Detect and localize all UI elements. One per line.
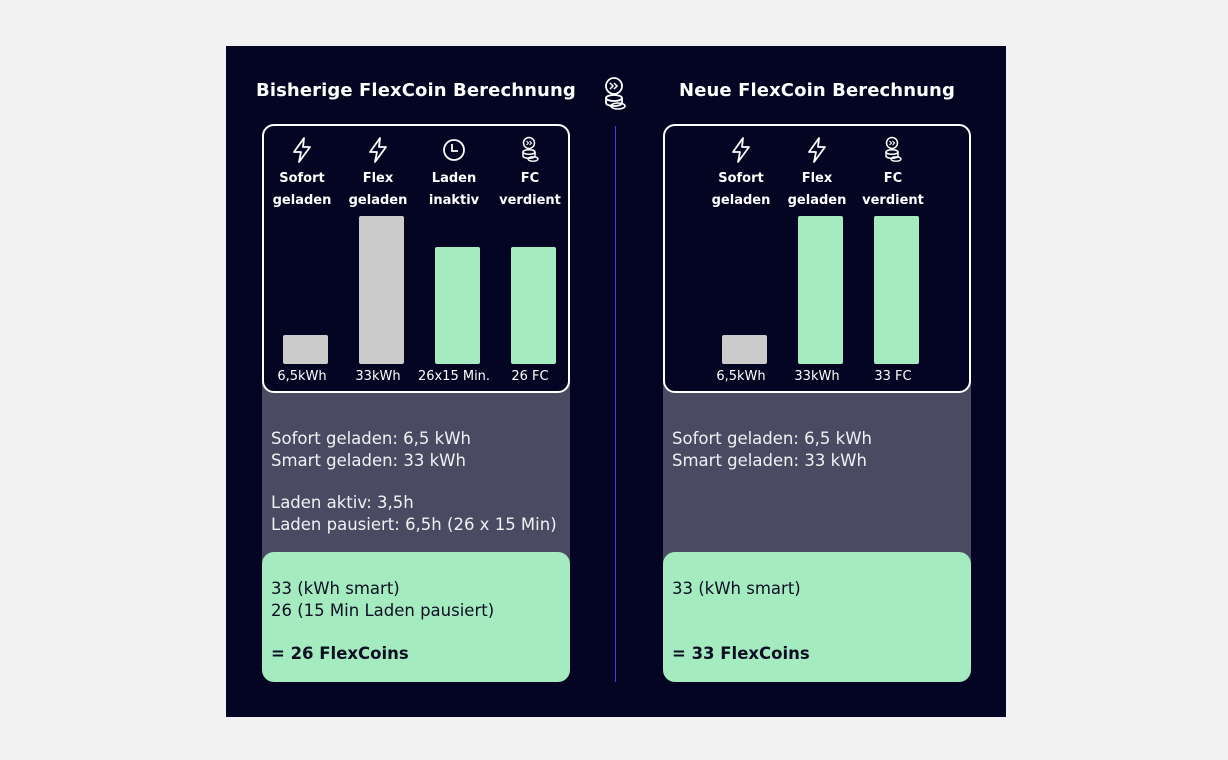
detail-line: Sofort geladen: 6,5 kWh	[271, 429, 471, 448]
value-label: 33 FC	[874, 369, 912, 384]
old-formula-box: 33 (kWh smart) 26 (15 Min Laden pausiert…	[262, 552, 570, 682]
category-label-line: geladen	[711, 193, 771, 208]
new-details-text: Sofort geladen: 6,5 kWh Smart geladen: 3…	[672, 428, 872, 472]
bar	[722, 334, 767, 364]
bar	[511, 247, 556, 364]
lightning-icon	[369, 137, 387, 163]
flexcoin-comparison-panel: Bisherige FlexCoin Berechnung Sofort gel…	[226, 46, 1006, 717]
category-label-line: geladen	[787, 193, 847, 208]
detail-spacer	[271, 472, 557, 492]
category-label-line: Sofort	[718, 171, 764, 186]
category-label: Sofort geladen	[703, 168, 779, 212]
lightning-icon	[808, 137, 826, 163]
value-label: 6,5kWh	[277, 369, 327, 384]
flexcoin-icon	[522, 136, 539, 162]
category-label-line: Laden	[431, 171, 477, 186]
category-label: FC verdient	[855, 168, 931, 212]
column-divider	[615, 126, 616, 682]
new-result: = 33 FlexCoins	[672, 644, 810, 663]
bar	[435, 247, 480, 364]
new-bar-chart: Sofort geladen 6,5kWh Flex geladen 33kWh FC ver…	[663, 124, 971, 393]
category-label-line: geladen	[272, 193, 332, 208]
bar	[874, 216, 919, 364]
new-details-box: Sofort geladen: 6,5 kWh Smart geladen: 3…	[663, 376, 971, 566]
detail-line: Smart geladen: 33 kWh	[271, 451, 466, 470]
bar	[359, 216, 404, 364]
category-label: Flex geladen	[779, 168, 855, 212]
category-label-line: verdient	[862, 193, 924, 208]
detail-line: Sofort geladen: 6,5 kWh	[672, 429, 872, 448]
category-label-line: inaktiv	[428, 193, 480, 208]
new-calculation-title: Neue FlexCoin Berechnung	[679, 80, 955, 101]
old-formula-text: 33 (kWh smart) 26 (15 Min Laden pausiert…	[271, 578, 494, 622]
bar	[798, 216, 843, 364]
lightning-icon	[732, 137, 750, 163]
new-formula-box: 33 (kWh smart) = 33 FlexCoins	[663, 552, 971, 682]
flexcoin-icon	[605, 77, 626, 110]
old-result: = 26 FlexCoins	[271, 644, 409, 663]
clock-icon	[443, 139, 465, 161]
category-label-line: Flex	[801, 171, 833, 186]
category-label-line: Sofort	[279, 171, 325, 186]
detail-line: Smart geladen: 33 kWh	[672, 451, 867, 470]
old-bar-chart: Sofort geladen 6,5kWh Flex geladen 33kWh Laden…	[262, 124, 570, 393]
detail-line: Laden pausiert: 6,5h (26 x 15 Min)	[271, 515, 557, 534]
category-label-line: FC	[883, 171, 903, 186]
formula-line: 26 (15 Min Laden pausiert)	[271, 601, 495, 620]
category-label-line: FC	[520, 171, 540, 186]
category-label-line: geladen	[348, 193, 408, 208]
old-details-box: Sofort geladen: 6,5 kWh Smart geladen: 3…	[262, 376, 570, 566]
value-label: 6,5kWh	[716, 369, 766, 384]
detail-line: Laden aktiv: 3,5h	[271, 493, 414, 512]
value-label: 26x15 Min.	[417, 369, 491, 384]
old-calculation-title: Bisherige FlexCoin Berechnung	[256, 80, 576, 101]
new-formula-text: 33 (kWh smart)	[672, 578, 801, 600]
lightning-icon	[293, 137, 311, 163]
category-label: Flex geladen	[340, 168, 416, 212]
category-label: FC verdient	[492, 168, 568, 212]
formula-line: 33 (kWh smart)	[271, 579, 400, 598]
category-label-line: verdient	[499, 193, 561, 208]
old-details-text: Sofort geladen: 6,5 kWh Smart geladen: 3…	[271, 428, 557, 536]
value-label: 33kWh	[794, 369, 840, 384]
formula-line: 33 (kWh smart)	[672, 579, 801, 598]
category-label: Sofort geladen	[264, 168, 340, 212]
bar	[283, 334, 328, 364]
category-label-line: Flex	[362, 171, 394, 186]
flexcoin-icon	[885, 136, 902, 162]
value-label: 26 FC	[511, 369, 549, 384]
value-label: 33kWh	[355, 369, 401, 384]
category-label: Laden inaktiv	[416, 168, 492, 212]
